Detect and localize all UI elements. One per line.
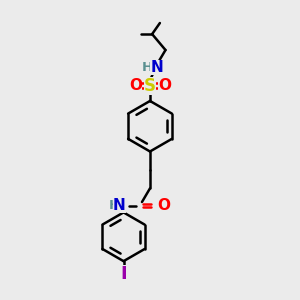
Text: H: H	[109, 199, 120, 212]
Text: S: S	[144, 76, 156, 94]
Text: N: N	[113, 198, 126, 213]
Text: O: O	[129, 78, 142, 93]
Text: O: O	[157, 198, 170, 213]
Text: N: N	[150, 60, 163, 75]
Text: O: O	[158, 78, 171, 93]
Text: H: H	[142, 61, 153, 74]
Text: I: I	[120, 265, 127, 283]
